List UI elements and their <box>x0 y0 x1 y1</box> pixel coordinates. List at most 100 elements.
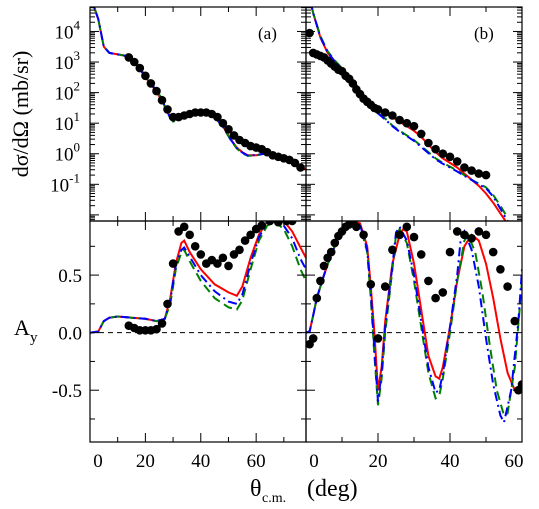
data-point-a-top-3 <box>141 71 150 81</box>
data-point-b-top-20 <box>380 108 390 117</box>
data-point-a-top-31 <box>296 163 305 172</box>
data-point-a-top-4 <box>146 79 156 88</box>
x-axis-label: θ c.m. (deg) <box>250 476 358 506</box>
data-point-b-bottom-27 <box>452 227 462 236</box>
data-point-b-bottom-4 <box>319 261 329 271</box>
data-point-b-bottom-34 <box>503 282 512 291</box>
ytick-label-ay-1: 0.0 <box>58 324 82 345</box>
tick-labels: 104 103 102 101 100 10-1 0.5 0.0 -0.5 0 20 40 60 0 20 4… <box>50 17 523 472</box>
data-point-b-bottom-17 <box>380 282 390 291</box>
data-point-b-bottom-13 <box>352 222 361 232</box>
data-point-b-top-22 <box>395 115 404 125</box>
data-point-a-bottom-26 <box>274 221 283 227</box>
xtick-label-a-bottom-2: 40 <box>191 451 210 472</box>
data-point-a-bottom-13 <box>196 250 206 259</box>
data-point-a-bottom-24 <box>257 221 267 230</box>
data-point-a-bottom-10 <box>179 222 189 232</box>
ytick-label-log-2: 102 <box>55 79 81 105</box>
ytick-label-ay-0: 0.5 <box>58 266 82 287</box>
data-point-a-bottom-6 <box>157 319 167 328</box>
data-point-a-bottom-17 <box>218 253 228 263</box>
data-point-a-bottom-25 <box>265 221 275 226</box>
data-point-b-top-26 <box>424 138 433 148</box>
data-point-b-bottom-37 <box>517 380 522 389</box>
ytick-label-ay-2: -0.5 <box>52 381 82 402</box>
data-point-b-bottom-21 <box>409 232 419 242</box>
panel-b-bottom <box>305 221 523 442</box>
panel-tag-b: (b) <box>474 24 494 43</box>
data-point-a-top-18 <box>224 125 233 134</box>
data-point-a-bottom-8 <box>168 259 178 268</box>
data-point-b-bottom-28 <box>460 230 469 240</box>
data-point-b-top-33 <box>474 169 484 178</box>
data-point-b-bottom-25 <box>438 288 448 297</box>
data-point-b-top-32 <box>467 166 476 175</box>
data-point-b-bottom-24 <box>431 293 440 303</box>
data-point-b-bottom-20 <box>402 222 412 232</box>
data-point-a-top-16 <box>213 112 222 122</box>
data-point-b-top-19 <box>373 105 383 114</box>
data-point-b-top-23 <box>402 118 412 128</box>
data-point-a-bottom-11 <box>185 230 194 240</box>
data-point-a-bottom-18 <box>224 261 233 271</box>
ytick-label-log-5: 10-1 <box>50 170 80 196</box>
data-point-a-bottom-28 <box>287 221 297 226</box>
panel-b-top-ticks <box>305 7 523 221</box>
data-point-b-top-30 <box>452 157 462 166</box>
data-point-b-bottom-29 <box>467 234 476 243</box>
data-point-a-top-5 <box>152 86 161 96</box>
xtick-label-b-bottom-3: 60 <box>505 451 524 472</box>
data-point-b-bottom-1 <box>308 334 318 343</box>
series-green-a-bottom <box>90 221 306 334</box>
data-point-b-bottom-14 <box>359 230 368 240</box>
data-point-b-bottom-16 <box>373 334 383 343</box>
data-point-b-bottom-7 <box>330 238 340 248</box>
panel-b-top: (b) <box>305 7 523 221</box>
data-point-b-bottom-19 <box>395 230 404 240</box>
data-point-b-top-24 <box>409 121 419 131</box>
data-point-b-top-25 <box>416 129 426 139</box>
data-point-b-bottom-3 <box>316 276 325 286</box>
data-point-b-bottom-6 <box>326 247 336 257</box>
data-point-b-bottom-18 <box>388 245 397 255</box>
y-axis-label-y-sub: y <box>30 330 38 346</box>
xtick-label-a-bottom-3: 60 <box>247 451 266 472</box>
ytick-label-log-3: 101 <box>55 109 81 135</box>
data-point-b-top-21 <box>388 111 397 120</box>
x-axis-label-unit: (deg) <box>307 476 358 502</box>
y-axis-label-analyzing-power: A y <box>14 315 38 346</box>
data-point-b-bottom-2 <box>312 293 322 303</box>
series-blue-b-top <box>310 7 509 221</box>
data-point-a-bottom-22 <box>246 230 255 240</box>
series-blue-b-bottom <box>306 221 522 426</box>
data-point-b-bottom-30 <box>474 227 484 236</box>
panel-a-bottom-series <box>90 221 306 334</box>
panel-b-top-points <box>306 28 491 180</box>
panel-a-top-ticks <box>89 7 306 221</box>
data-point-a-top-17 <box>218 118 228 128</box>
data-point-b-bottom-32 <box>488 247 498 257</box>
ytick-label-log-4: 100 <box>55 140 81 166</box>
data-point-b-top-28 <box>438 149 448 158</box>
data-point-b-bottom-26 <box>445 247 455 257</box>
panel-a-bottom-points <box>124 221 297 335</box>
xtick-label-a-bottom-1: 20 <box>136 451 155 472</box>
data-point-a-bottom-5 <box>152 324 161 334</box>
series-red-b-bottom <box>306 221 522 392</box>
data-point-b-bottom-35 <box>510 316 520 326</box>
ytick-label-log-1: 103 <box>55 48 81 74</box>
data-point-a-bottom-21 <box>240 236 250 245</box>
data-point-a-bottom-20 <box>235 245 244 255</box>
data-point-b-bottom-31 <box>481 230 491 240</box>
data-point-a-top-7 <box>163 105 172 114</box>
panel-a-top-points <box>124 53 305 172</box>
y-axis-label-cross-section: dσ/dΩ (mb/sr) <box>8 51 33 178</box>
data-point-a-top-2 <box>135 63 145 73</box>
data-point-b-bottom-22 <box>416 250 426 259</box>
frame-b-bottom <box>305 220 523 443</box>
data-point-b-bottom-33 <box>496 265 505 274</box>
ytick-label-log-0: 104 <box>55 17 81 43</box>
data-point-b-bottom-23 <box>424 276 433 286</box>
data-point-a-bottom-12 <box>190 242 200 251</box>
